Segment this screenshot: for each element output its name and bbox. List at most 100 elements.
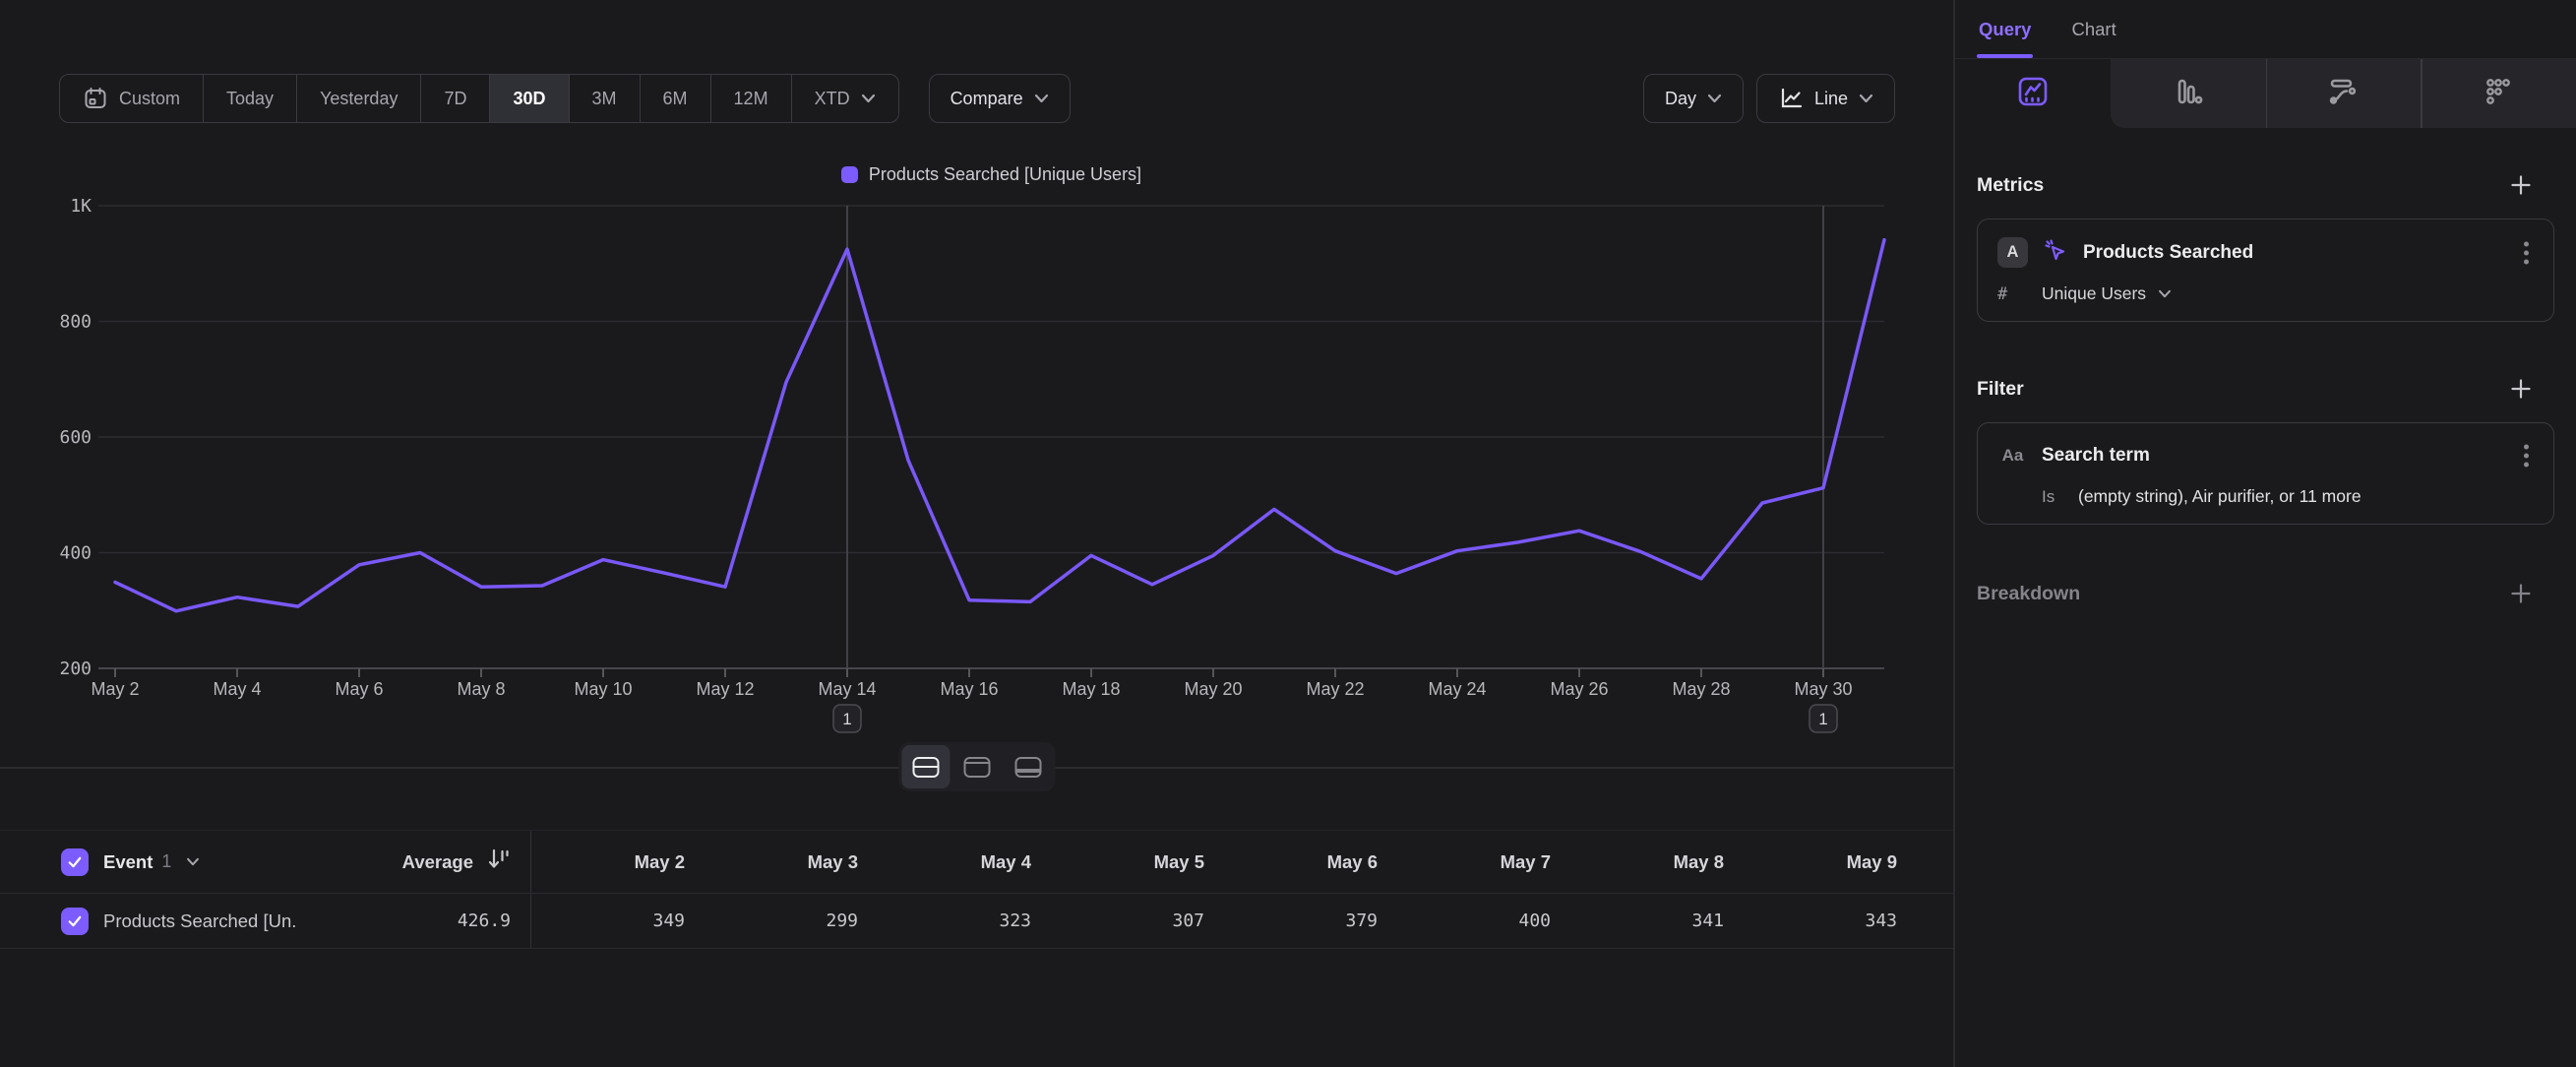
split-pane-button[interactable]	[901, 745, 950, 788]
add-breakdown-button[interactable]	[2509, 582, 2533, 605]
funnels-tab[interactable]	[2111, 59, 2266, 128]
table-header-row: Event 1 Average May 2May 3May 4May 5May …	[0, 830, 1953, 894]
line-chart[interactable]: 2004006008001KMay 2May 4May 6May 8May 10…	[0, 148, 1953, 763]
date-header-cell[interactable]: May 9	[1744, 831, 1917, 893]
range-label: 3M	[592, 89, 617, 109]
date-header-cell[interactable]: May 3	[705, 831, 878, 893]
flows-tab-icon	[2325, 74, 2361, 114]
value: 299	[826, 910, 858, 931]
breakdown-title: Breakdown	[1977, 583, 2080, 605]
kebab-menu-icon[interactable]	[2519, 440, 2534, 471]
split-pane-icon	[912, 757, 939, 778]
select-all-checkbox[interactable]	[61, 848, 89, 876]
insights-tab[interactable]	[1955, 59, 2111, 128]
funnels-tab-icon	[2171, 74, 2206, 114]
range-custom[interactable]: Custom	[60, 75, 203, 122]
metric-name: Products Searched	[2083, 242, 2505, 264]
range-12m[interactable]: 12M	[710, 75, 791, 122]
date-header-label: May 8	[1674, 851, 1724, 873]
y-axis-label: 400	[59, 543, 92, 564]
metric-letter-badge: A	[1997, 237, 2028, 268]
compare-label: Compare	[951, 89, 1023, 109]
range-xtd[interactable]: XTD	[791, 75, 898, 122]
date-header-cell[interactable]: May 7	[1397, 831, 1570, 893]
sort-desc-icon	[485, 847, 511, 877]
y-axis-label: 600	[59, 427, 92, 448]
breakdown-table: Event 1 Average May 2May 3May 4May 5May …	[0, 830, 1953, 949]
range-6m[interactable]: 6M	[640, 75, 710, 122]
chevron-down-icon	[1034, 94, 1049, 103]
granularity-button[interactable]: Day	[1643, 74, 1744, 123]
insights-tab-icon	[2015, 74, 2051, 114]
chevron-down-icon[interactable]	[2158, 289, 2172, 298]
retention-tab[interactable]	[2421, 59, 2576, 128]
value: 343	[1865, 910, 1897, 931]
add-metric-button[interactable]	[2509, 173, 2533, 197]
filter-title: Filter	[1977, 378, 2024, 401]
average-column-label: Average	[402, 851, 473, 873]
series-line[interactable]	[115, 240, 1884, 611]
event-column-label: Event	[103, 851, 153, 873]
tab-query[interactable]: Query	[1979, 0, 2031, 58]
filter-card[interactable]: Aa Search term Is (empty string), Air pu…	[1977, 422, 2554, 525]
value: 400	[1518, 910, 1551, 931]
chevron-down-icon	[1707, 94, 1722, 103]
x-axis-label: May 14	[818, 679, 876, 699]
metrics-section-header: Metrics	[1977, 173, 2554, 197]
row-checkbox[interactable]	[61, 908, 89, 935]
y-axis-label: 800	[59, 312, 92, 333]
annotation-badge-count: 1	[842, 710, 851, 728]
filter-operator[interactable]: Is	[2042, 487, 2078, 507]
date-header-cell[interactable]: May 4	[878, 831, 1051, 893]
x-axis-label: May 16	[940, 679, 998, 699]
filter-property-name: Search term	[2042, 445, 2505, 467]
filter-section-header: Filter	[1977, 377, 2554, 401]
range-label: 7D	[444, 89, 466, 109]
aggregation-symbol: #	[1997, 284, 2042, 304]
table-row: Products Searched [Un... 426.9 349299323…	[0, 894, 1953, 949]
range-yesterday[interactable]: Yesterday	[296, 75, 420, 122]
aggregation-value[interactable]: Unique Users	[2042, 283, 2146, 304]
analytics-app: Custom Today Yesterday 7D 30D 3M 6M 12M XTD Comp…	[0, 0, 2576, 1067]
range-label: Today	[226, 89, 274, 109]
date-header-cell[interactable]: May 6	[1224, 831, 1397, 893]
flows-tab[interactable]	[2266, 59, 2422, 128]
date-header-cell[interactable]: May 8	[1570, 831, 1744, 893]
tab-chart-label: Chart	[2071, 19, 2116, 40]
range-3m[interactable]: 3M	[569, 75, 640, 122]
range-label: 6M	[663, 89, 688, 109]
layout-toggle-group	[898, 742, 1055, 791]
range-7d[interactable]: 7D	[420, 75, 489, 122]
value-cell: 400	[1397, 894, 1570, 948]
x-axis-label: May 6	[335, 679, 383, 699]
x-axis-label: May 24	[1428, 679, 1486, 699]
x-axis-label: May 22	[1306, 679, 1364, 699]
value: 341	[1691, 910, 1724, 931]
chevron-down-icon[interactable]	[186, 857, 200, 866]
chart-type-button[interactable]: Line	[1756, 74, 1895, 123]
kebab-menu-icon[interactable]	[2519, 237, 2534, 269]
value-cell: 307	[1051, 894, 1224, 948]
filter-value[interactable]: (empty string), Air purifier, or 11 more	[2078, 486, 2361, 507]
add-filter-button[interactable]	[2509, 377, 2533, 401]
top-pane-button[interactable]	[952, 745, 1001, 788]
range-30d[interactable]: 30D	[489, 75, 568, 122]
range-label: 12M	[734, 89, 768, 109]
average-header-cell[interactable]: Average	[295, 831, 531, 893]
value: 349	[652, 910, 685, 931]
average-value: 426.9	[458, 910, 511, 931]
string-property-icon: Aa	[1997, 441, 2028, 471]
tab-chart[interactable]: Chart	[2071, 0, 2116, 58]
event-header-cell: Event 1	[61, 831, 295, 893]
range-today[interactable]: Today	[203, 75, 296, 122]
bottom-pane-button[interactable]	[1004, 745, 1052, 788]
series-name-cell: Products Searched [Un...	[61, 894, 295, 948]
metric-card[interactable]: A Products Searched # Unique Users	[1977, 219, 2554, 322]
date-header-label: May 2	[635, 851, 685, 873]
date-header-cell[interactable]: May 5	[1051, 831, 1224, 893]
metrics-title: Metrics	[1977, 174, 2044, 197]
date-header-label: May 7	[1501, 851, 1551, 873]
date-header-cell[interactable]: May 2	[531, 831, 705, 893]
compare-button[interactable]: Compare	[929, 74, 1071, 123]
retention-tab-icon	[2481, 74, 2516, 114]
